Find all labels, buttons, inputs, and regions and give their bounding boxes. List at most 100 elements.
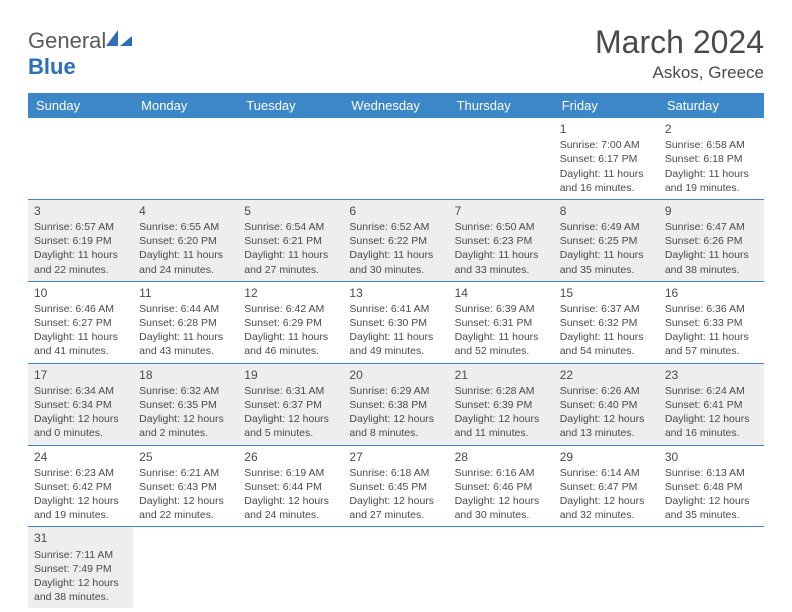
calendar-cell: 15Sunrise: 6:37 AMSunset: 6:32 PMDayligh… [554,281,659,363]
day-info-line: and 22 minutes. [34,263,127,277]
day-info-line: Sunrise: 6:41 AM [349,302,442,316]
day-number: 12 [244,285,337,301]
calendar-cell [659,527,764,608]
day-info-line: Daylight: 12 hours [34,576,127,590]
day-header: Friday [554,93,659,118]
day-info-line: Sunrise: 6:19 AM [244,466,337,480]
day-info-line: and 16 minutes. [560,181,653,195]
logo-text-blue: Blue [28,54,76,79]
day-info-line: Sunset: 6:20 PM [139,234,232,248]
day-info-line: Sunset: 6:47 PM [560,480,653,494]
day-info-line: Sunset: 7:49 PM [34,562,127,576]
day-info-line: Daylight: 11 hours [560,330,653,344]
day-header: Tuesday [238,93,343,118]
day-info-line: Sunrise: 6:57 AM [34,220,127,234]
day-info-line: Daylight: 11 hours [244,330,337,344]
day-info-line: and 24 minutes. [244,508,337,522]
day-header: Thursday [449,93,554,118]
day-info-line: Daylight: 11 hours [349,248,442,262]
day-info-line: Sunrise: 6:23 AM [34,466,127,480]
calendar-cell: 2Sunrise: 6:58 AMSunset: 6:18 PMDaylight… [659,118,764,199]
day-info-line: Daylight: 11 hours [34,330,127,344]
calendar-cell: 24Sunrise: 6:23 AMSunset: 6:42 PMDayligh… [28,445,133,527]
day-info-line: and 38 minutes. [34,590,127,604]
month-title: March 2024 [595,24,764,61]
day-info-line: Daylight: 12 hours [139,494,232,508]
day-info-line: Sunrise: 6:29 AM [349,384,442,398]
calendar-cell: 28Sunrise: 6:16 AMSunset: 6:46 PMDayligh… [449,445,554,527]
day-info-line: Sunset: 6:35 PM [139,398,232,412]
day-info-line: Sunset: 6:45 PM [349,480,442,494]
day-info-line: and 30 minutes. [349,263,442,277]
day-info-line: and 16 minutes. [665,426,758,440]
day-number: 18 [139,367,232,383]
day-info-line: and 54 minutes. [560,344,653,358]
day-number: 13 [349,285,442,301]
day-info-line: Daylight: 12 hours [349,494,442,508]
logo-text-gray: General [28,28,106,53]
title-block: March 2024 Askos, Greece [595,24,764,83]
day-info-line: and 57 minutes. [665,344,758,358]
calendar-cell [449,527,554,608]
day-info-line: Sunrise: 7:00 AM [560,138,653,152]
day-info-line: Sunrise: 6:18 AM [349,466,442,480]
calendar-cell: 26Sunrise: 6:19 AMSunset: 6:44 PMDayligh… [238,445,343,527]
calendar-cell [238,118,343,199]
day-info-line: and 11 minutes. [455,426,548,440]
day-info-line: Sunrise: 6:32 AM [139,384,232,398]
day-info-line: Sunset: 6:18 PM [665,152,758,166]
day-header: Saturday [659,93,764,118]
day-number: 22 [560,367,653,383]
day-info-line: Sunrise: 6:46 AM [34,302,127,316]
day-info-line: Daylight: 12 hours [139,412,232,426]
day-info-line: Daylight: 12 hours [455,412,548,426]
calendar-cell [343,118,448,199]
day-info-line: and 2 minutes. [139,426,232,440]
day-info-line: Sunset: 6:40 PM [560,398,653,412]
day-info-line: Daylight: 11 hours [560,167,653,181]
day-info-line: Sunrise: 6:14 AM [560,466,653,480]
logo: GeneralBlue [28,28,132,80]
calendar-cell: 3Sunrise: 6:57 AMSunset: 6:19 PMDaylight… [28,199,133,281]
day-info-line: and 30 minutes. [455,508,548,522]
day-info-line: Sunset: 6:26 PM [665,234,758,248]
calendar-cell: 12Sunrise: 6:42 AMSunset: 6:29 PMDayligh… [238,281,343,363]
day-info-line: Sunset: 6:41 PM [665,398,758,412]
day-info-line: Sunset: 6:33 PM [665,316,758,330]
calendar-week: 3Sunrise: 6:57 AMSunset: 6:19 PM Daylight… [28,199,764,281]
day-number: 3 [34,203,127,219]
day-info-line: Sunset: 6:46 PM [455,480,548,494]
day-info-line: Daylight: 12 hours [455,494,548,508]
day-info-line: Sunset: 6:34 PM [34,398,127,412]
day-info-line: Sunrise: 6:50 AM [455,220,548,234]
day-info-line: and 38 minutes. [665,263,758,277]
day-info-line: Daylight: 12 hours [34,412,127,426]
day-info-line: Daylight: 11 hours [560,248,653,262]
day-info-line: Daylight: 12 hours [244,412,337,426]
day-info-line: Sunset: 6:32 PM [560,316,653,330]
calendar-week: 31Sunrise: 7:11 AMSunset: 7:49 PMDayligh… [28,527,764,608]
day-number: 7 [455,203,548,219]
calendar-cell: 10Sunrise: 6:46 AMSunset: 6:27 PMDayligh… [28,281,133,363]
day-info-line: Sunrise: 6:54 AM [244,220,337,234]
calendar-cell: 5Sunrise: 6:54 AMSunset: 6:21 PMDaylight… [238,199,343,281]
calendar-cell: 18Sunrise: 6:32 AMSunset: 6:35 PMDayligh… [133,363,238,445]
day-info-line: Sunset: 6:39 PM [455,398,548,412]
day-info-line: and 46 minutes. [244,344,337,358]
calendar-cell [133,118,238,199]
calendar-cell: 27Sunrise: 6:18 AMSunset: 6:45 PMDayligh… [343,445,448,527]
day-header: Wednesday [343,93,448,118]
day-number: 28 [455,449,548,465]
day-info-line: Daylight: 11 hours [139,248,232,262]
calendar-cell: 20Sunrise: 6:29 AMSunset: 6:38 PMDayligh… [343,363,448,445]
day-number: 23 [665,367,758,383]
day-info-line: Sunset: 6:19 PM [34,234,127,248]
day-info-line: and 19 minutes. [665,181,758,195]
day-info-line: Sunrise: 6:31 AM [244,384,337,398]
calendar-cell [554,527,659,608]
day-info-line: and 13 minutes. [560,426,653,440]
day-info-line: Daylight: 12 hours [665,494,758,508]
day-info-line: and 52 minutes. [455,344,548,358]
day-number: 2 [665,121,758,137]
day-info-line: Daylight: 11 hours [244,248,337,262]
